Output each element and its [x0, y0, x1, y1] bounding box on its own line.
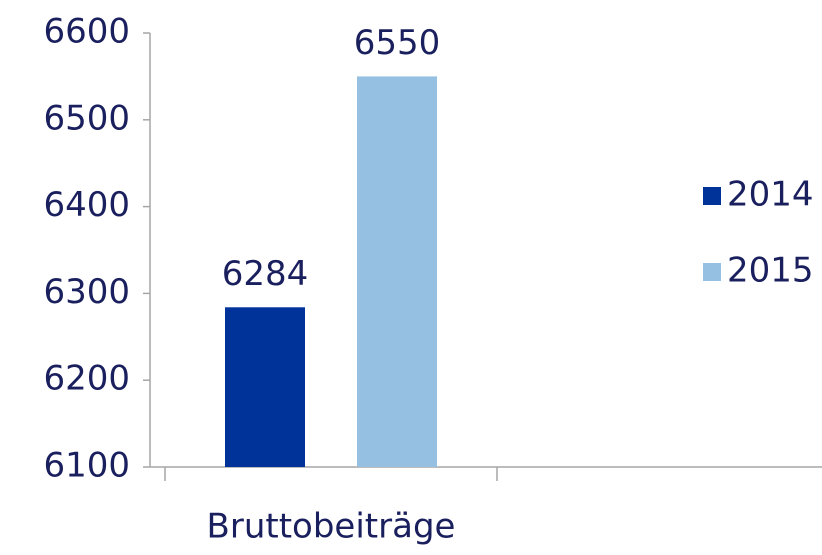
y-tick-label: 6400	[43, 185, 130, 225]
y-tick-label: 6300	[43, 272, 130, 312]
legend-label: 2014	[727, 175, 814, 215]
y-tick-label: 6100	[43, 446, 130, 486]
bar	[225, 307, 305, 467]
y-tick-label: 6200	[43, 359, 130, 399]
bar	[357, 76, 437, 468]
legend-swatch	[703, 187, 721, 205]
legend-swatch	[703, 263, 721, 281]
value-label: 6550	[354, 23, 441, 63]
y-tick-label: 6500	[43, 98, 130, 138]
x-tick-label: Bruttobeiträge	[207, 507, 456, 547]
y-tick-label: 6600	[43, 12, 130, 52]
value-label: 6284	[222, 254, 309, 294]
legend-label: 2015	[727, 251, 814, 291]
